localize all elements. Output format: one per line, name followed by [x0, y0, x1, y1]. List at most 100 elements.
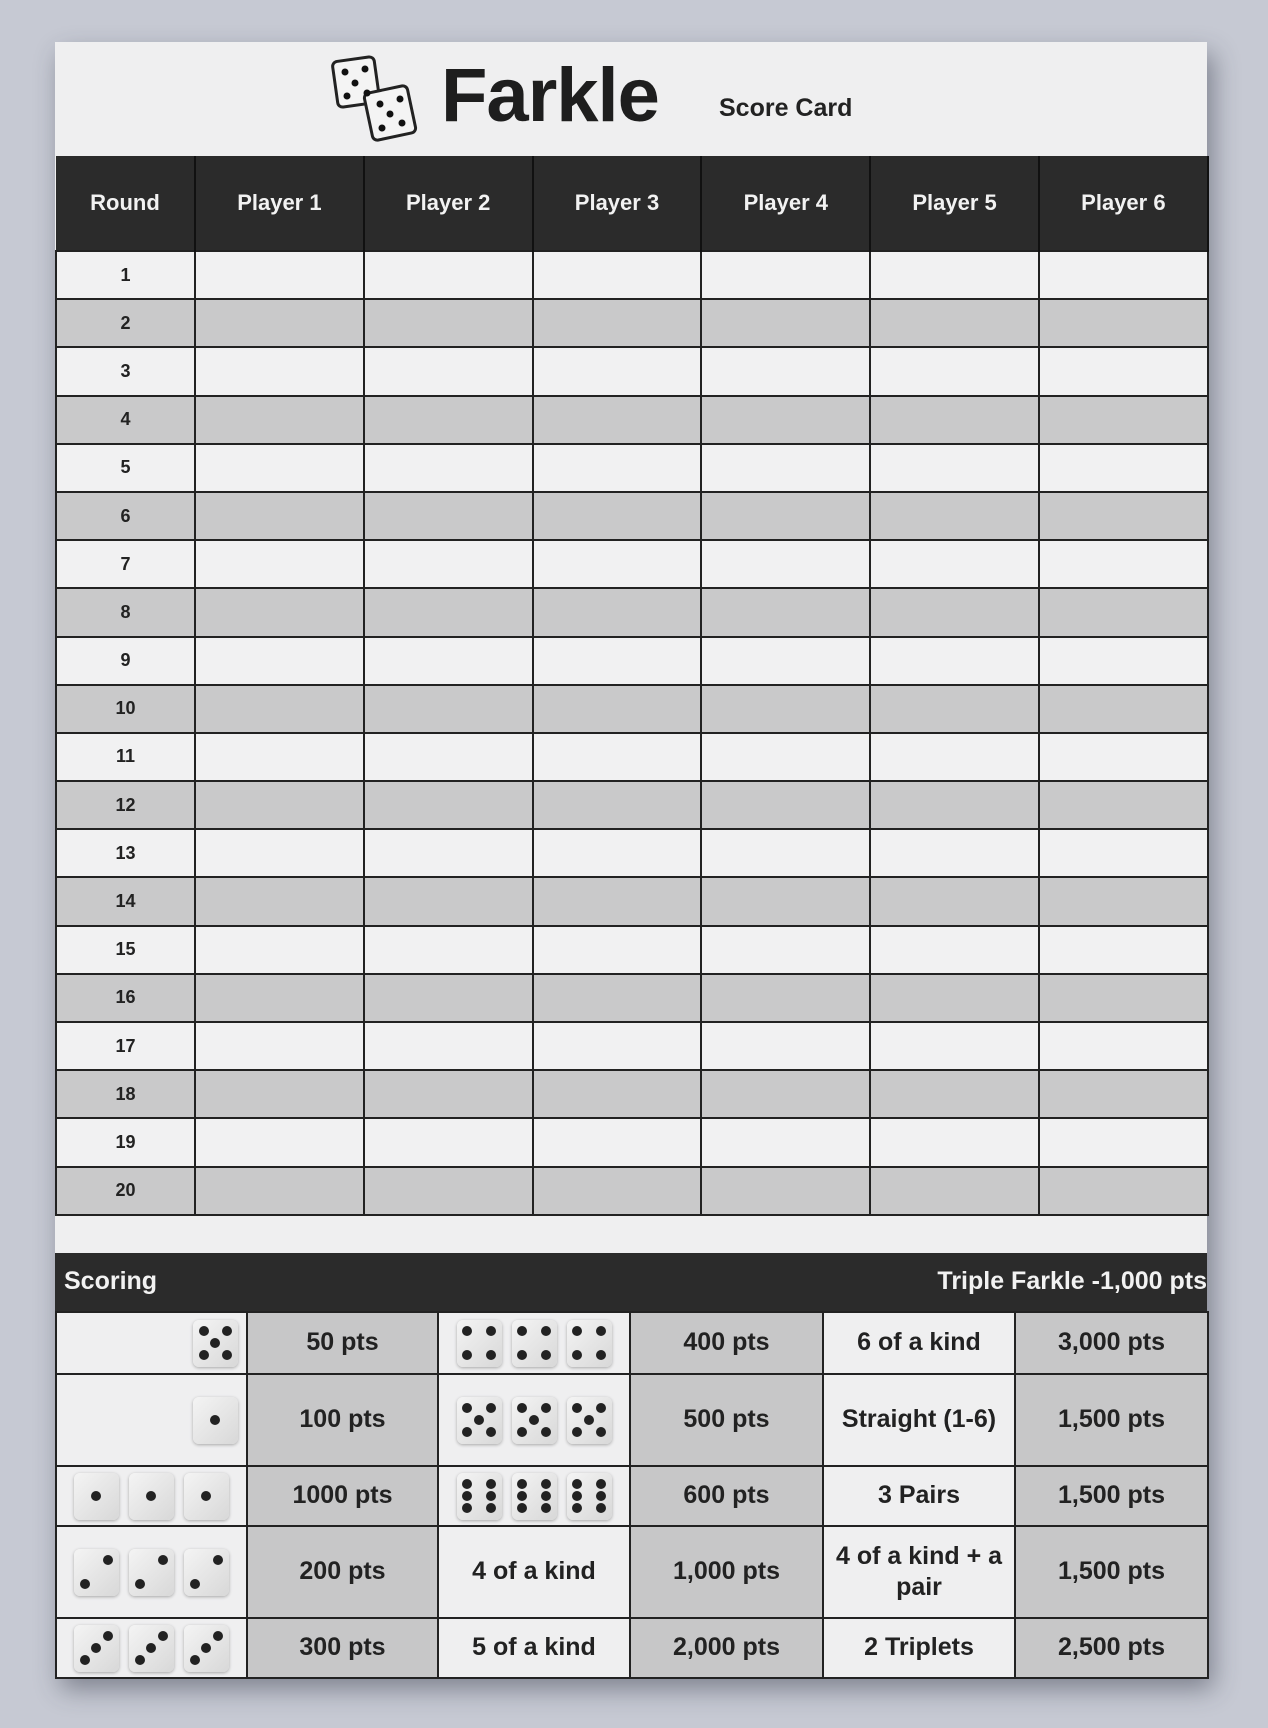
score-cell[interactable]	[700, 249, 872, 301]
score-cell[interactable]	[194, 442, 365, 493]
score-cell[interactable]	[531, 731, 703, 783]
score-cell[interactable]	[531, 683, 703, 734]
score-cell[interactable]	[869, 587, 1040, 638]
score-cell[interactable]	[531, 490, 703, 542]
score-cell[interactable]	[1037, 635, 1209, 686]
score-cell[interactable]	[1037, 1069, 1209, 1120]
score-cell[interactable]	[700, 731, 872, 783]
score-cell[interactable]	[362, 1020, 534, 1072]
score-cell[interactable]	[869, 924, 1040, 975]
score-cell[interactable]	[700, 780, 872, 831]
score-cell[interactable]	[362, 1117, 534, 1168]
score-cell[interactable]	[700, 298, 872, 349]
score-cell[interactable]	[531, 394, 703, 445]
score-cell[interactable]	[194, 249, 365, 301]
score-cell[interactable]	[531, 346, 703, 397]
score-cell[interactable]	[362, 780, 534, 831]
score-cell[interactable]	[869, 731, 1040, 783]
score-cell[interactable]	[531, 876, 703, 927]
score-cell[interactable]	[869, 683, 1040, 734]
score-cell[interactable]	[1037, 587, 1209, 638]
score-cell[interactable]	[362, 972, 534, 1024]
score-cell[interactable]	[194, 731, 365, 783]
score-cell[interactable]	[362, 490, 534, 542]
score-cell[interactable]	[700, 539, 872, 590]
score-cell[interactable]	[531, 780, 703, 831]
score-cell[interactable]	[194, 972, 365, 1024]
score-cell[interactable]	[194, 1020, 365, 1072]
score-cell[interactable]	[1037, 780, 1209, 831]
score-cell[interactable]	[700, 828, 872, 879]
score-cell[interactable]	[531, 1165, 703, 1216]
score-cell[interactable]	[869, 346, 1040, 397]
score-cell[interactable]	[869, 1117, 1040, 1168]
score-cell[interactable]	[531, 1069, 703, 1120]
score-cell[interactable]	[700, 587, 872, 638]
score-cell[interactable]	[700, 1165, 872, 1216]
score-cell[interactable]	[1037, 683, 1209, 734]
score-cell[interactable]	[700, 876, 872, 927]
score-cell[interactable]	[531, 828, 703, 879]
score-cell[interactable]	[362, 828, 534, 879]
score-cell[interactable]	[194, 394, 365, 445]
score-cell[interactable]	[362, 394, 534, 445]
score-cell[interactable]	[531, 972, 703, 1024]
score-cell[interactable]	[194, 298, 365, 349]
score-cell[interactable]	[531, 1117, 703, 1168]
score-cell[interactable]	[194, 1117, 365, 1168]
score-cell[interactable]	[362, 876, 534, 927]
score-cell[interactable]	[531, 298, 703, 349]
score-cell[interactable]	[869, 1020, 1040, 1072]
score-cell[interactable]	[1037, 346, 1209, 397]
score-cell[interactable]	[1037, 876, 1209, 927]
score-cell[interactable]	[700, 1020, 872, 1072]
score-cell[interactable]	[194, 490, 365, 542]
score-cell[interactable]	[362, 298, 534, 349]
score-cell[interactable]	[700, 972, 872, 1024]
score-cell[interactable]	[700, 442, 872, 493]
score-cell[interactable]	[700, 346, 872, 397]
score-cell[interactable]	[362, 1069, 534, 1120]
score-cell[interactable]	[362, 1165, 534, 1216]
score-cell[interactable]	[869, 490, 1040, 542]
score-cell[interactable]	[869, 1165, 1040, 1216]
score-cell[interactable]	[531, 442, 703, 493]
score-cell[interactable]	[1037, 731, 1209, 783]
score-cell[interactable]	[1037, 442, 1209, 493]
score-cell[interactable]	[531, 539, 703, 590]
score-cell[interactable]	[1037, 539, 1209, 590]
score-cell[interactable]	[1037, 972, 1209, 1024]
score-cell[interactable]	[869, 780, 1040, 831]
score-cell[interactable]	[700, 1069, 872, 1120]
score-cell[interactable]	[362, 539, 534, 590]
score-cell[interactable]	[194, 876, 365, 927]
score-cell[interactable]	[362, 731, 534, 783]
score-cell[interactable]	[531, 635, 703, 686]
score-cell[interactable]	[1037, 394, 1209, 445]
score-cell[interactable]	[362, 442, 534, 493]
score-cell[interactable]	[1037, 490, 1209, 542]
score-cell[interactable]	[1037, 924, 1209, 975]
score-cell[interactable]	[531, 587, 703, 638]
score-cell[interactable]	[194, 1165, 365, 1216]
score-cell[interactable]	[194, 346, 365, 397]
score-cell[interactable]	[869, 394, 1040, 445]
score-cell[interactable]	[194, 635, 365, 686]
score-cell[interactable]	[700, 1117, 872, 1168]
score-cell[interactable]	[362, 249, 534, 301]
score-cell[interactable]	[1037, 1020, 1209, 1072]
score-cell[interactable]	[869, 1069, 1040, 1120]
score-cell[interactable]	[869, 972, 1040, 1024]
score-cell[interactable]	[194, 924, 365, 975]
score-cell[interactable]	[869, 442, 1040, 493]
score-cell[interactable]	[194, 683, 365, 734]
score-cell[interactable]	[531, 1020, 703, 1072]
score-cell[interactable]	[700, 924, 872, 975]
score-cell[interactable]	[362, 346, 534, 397]
score-cell[interactable]	[1037, 249, 1209, 301]
score-cell[interactable]	[194, 828, 365, 879]
score-cell[interactable]	[194, 539, 365, 590]
score-cell[interactable]	[700, 394, 872, 445]
score-cell[interactable]	[194, 780, 365, 831]
score-cell[interactable]	[1037, 1165, 1209, 1216]
